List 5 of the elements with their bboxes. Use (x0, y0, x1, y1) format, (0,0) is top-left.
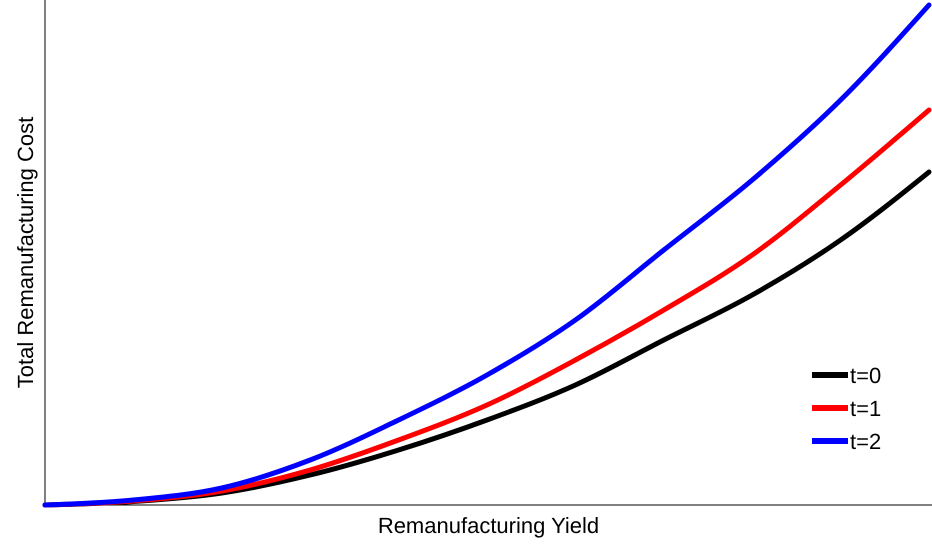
legend-label: t=1 (850, 396, 882, 421)
legend-label: t=0 (850, 363, 882, 388)
legend-label: t=2 (850, 429, 882, 454)
y-axis-title: Total Remanufacturing Cost (13, 116, 38, 388)
x-axis-title: Remanufacturing Yield (378, 513, 600, 538)
